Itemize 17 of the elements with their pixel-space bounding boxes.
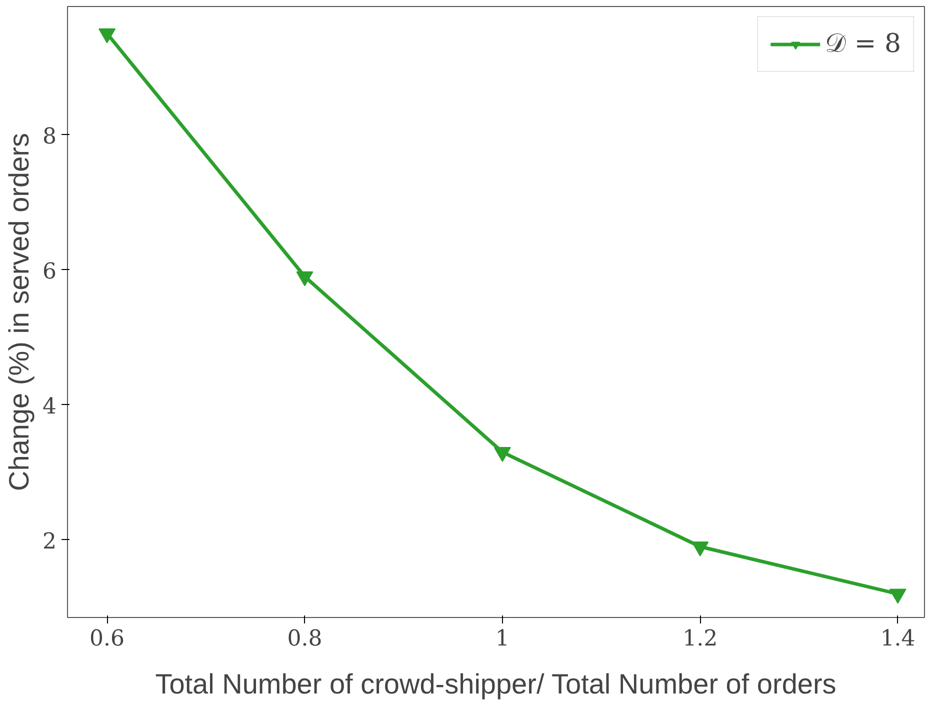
x-tick-label: 1 [495, 626, 510, 652]
x-tick-label: 1.2 [682, 626, 718, 652]
point [98, 28, 116, 44]
y-tick-label: 6 [42, 259, 57, 284]
x-tick-label: 0.8 [287, 626, 322, 652]
x-tick-label: 0.6 [90, 626, 125, 652]
legend-label: 𝒟 = 8 [825, 29, 901, 59]
y-tick-label: 4 [42, 394, 57, 420]
point [889, 588, 906, 604]
x-axis-title: Total Number of crowd-shipper/ Total Number of orders [155, 668, 836, 700]
y-axis-title: Change (%) in served orders [4, 133, 35, 491]
point [296, 271, 314, 286]
x-tick-label: 1.4 [880, 626, 916, 652]
y-tick-label: 8 [42, 124, 57, 150]
y-tick-label: 2 [42, 529, 57, 554]
point [494, 446, 511, 462]
point [692, 541, 709, 556]
